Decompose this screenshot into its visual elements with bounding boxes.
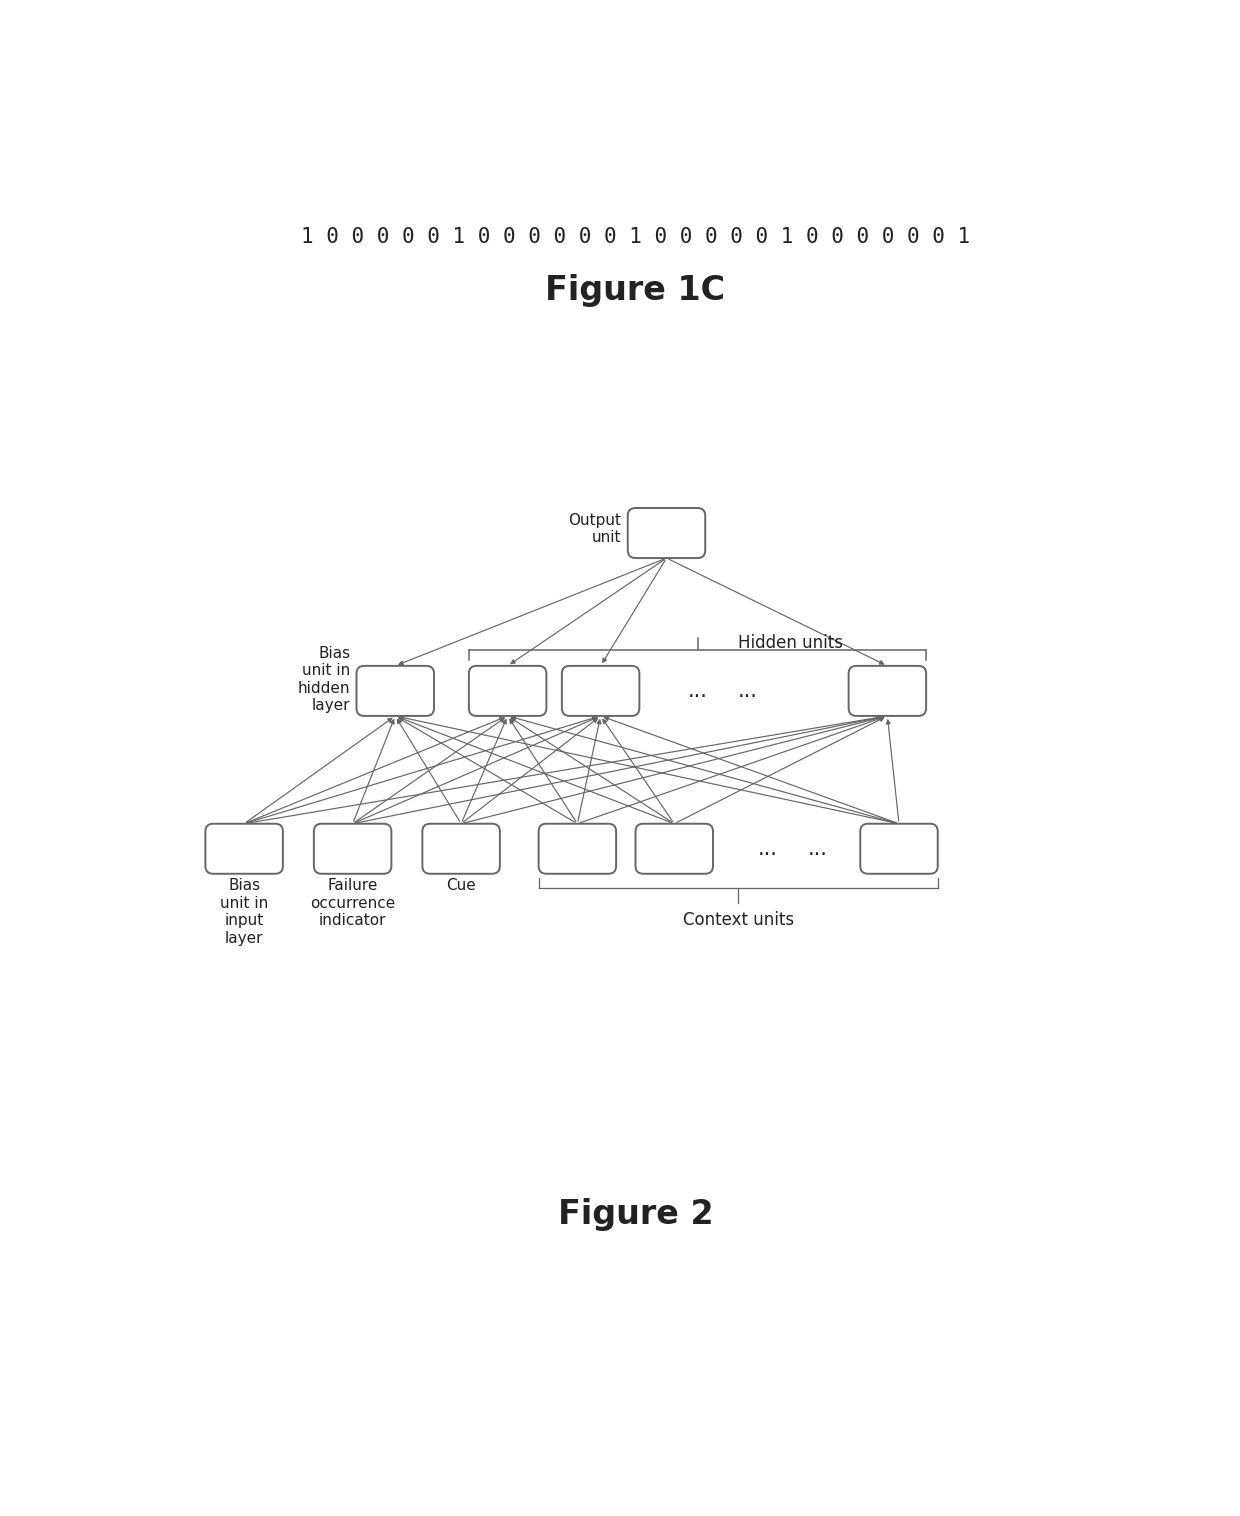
Text: ...: ... <box>807 838 827 858</box>
Text: Cue: Cue <box>446 878 476 893</box>
FancyBboxPatch shape <box>469 666 547 716</box>
FancyBboxPatch shape <box>627 508 706 558</box>
FancyBboxPatch shape <box>562 666 640 716</box>
Text: Bias
unit in
hidden
layer: Bias unit in hidden layer <box>298 646 351 713</box>
Text: ...: ... <box>758 838 777 858</box>
FancyBboxPatch shape <box>848 666 926 716</box>
Text: ...: ... <box>687 681 708 700</box>
FancyBboxPatch shape <box>538 823 616 873</box>
Text: Failure
occurrence
indicator: Failure occurrence indicator <box>310 878 396 928</box>
Text: Figure 1C: Figure 1C <box>546 274 725 308</box>
FancyBboxPatch shape <box>314 823 392 873</box>
Text: Output
unit: Output unit <box>569 512 621 546</box>
Text: Context units: Context units <box>683 911 794 929</box>
Text: ...: ... <box>738 681 758 700</box>
FancyBboxPatch shape <box>635 823 713 873</box>
FancyBboxPatch shape <box>861 823 937 873</box>
Text: Hidden units: Hidden units <box>738 634 843 652</box>
Text: Bias
unit in
input
layer: Bias unit in input layer <box>219 878 268 946</box>
Text: Figure 2: Figure 2 <box>558 1198 713 1231</box>
FancyBboxPatch shape <box>206 823 283 873</box>
Text: 1 0 0 0 0 0 1 0 0 0 0 0 0 1 0 0 0 0 0 1 0 0 0 0 0 0 1: 1 0 0 0 0 0 1 0 0 0 0 0 0 1 0 0 0 0 0 1 … <box>301 226 970 247</box>
FancyBboxPatch shape <box>357 666 434 716</box>
FancyBboxPatch shape <box>423 823 500 873</box>
